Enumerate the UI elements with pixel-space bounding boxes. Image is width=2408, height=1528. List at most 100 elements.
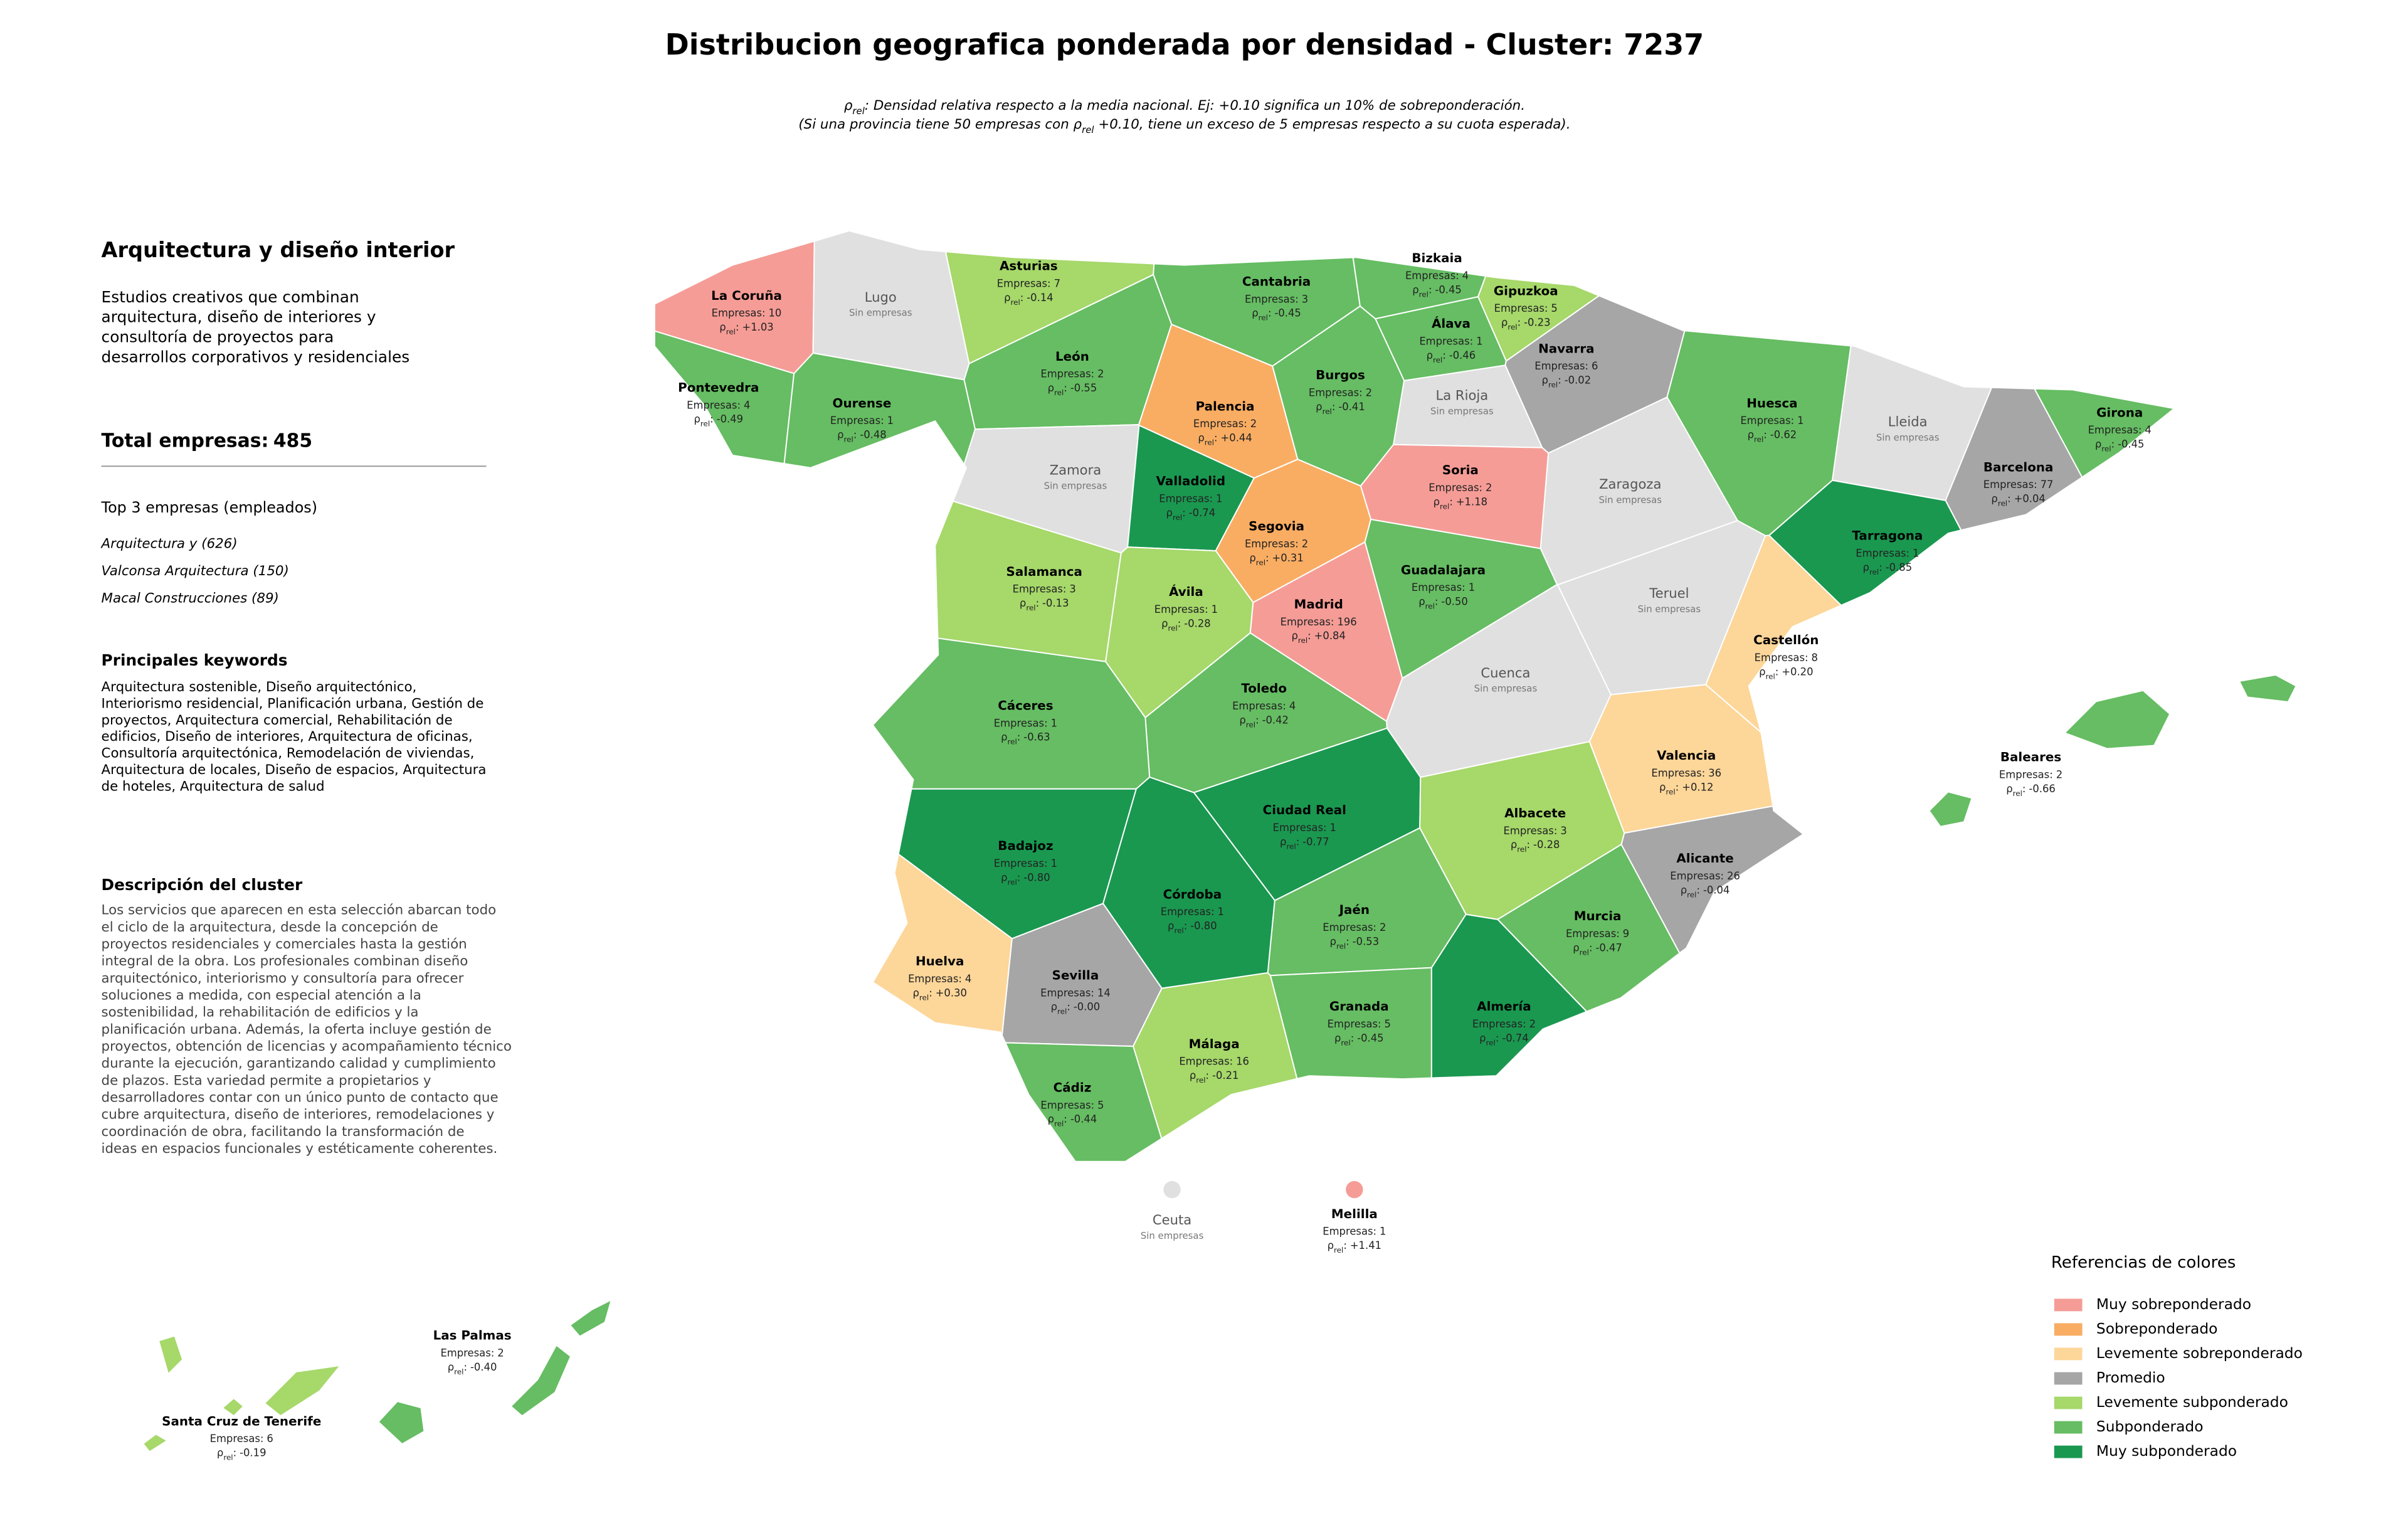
rho-symbol: ρ <box>448 1361 454 1372</box>
rho-symbol: ρ <box>1863 561 1869 573</box>
rho-suffix: : <box>1064 382 1067 394</box>
rho: ρrel: +1.03 <box>719 321 773 336</box>
rho-suffix: : <box>1182 506 1186 518</box>
empresas: Empresas: 1 <box>1323 1225 1386 1237</box>
city-dot <box>1346 1180 1363 1199</box>
island <box>2239 674 2296 703</box>
no-data-label: Sin empresas <box>1141 1230 1204 1241</box>
empresas: Empresas: 4 <box>2088 424 2152 436</box>
rho-value: -0.80 <box>1023 871 1050 883</box>
empresas-value: 10 <box>769 307 782 319</box>
empresas-value: 5 <box>1551 302 1557 314</box>
rho-symbol: ρ <box>1249 551 1255 563</box>
empresas-label: Empresas: <box>994 857 1048 869</box>
rho: ρrel: -0.41 <box>1316 400 1365 415</box>
empresas: Empresas: 3 <box>1245 293 1308 305</box>
rho-symbol: ρ <box>694 413 700 425</box>
rho: ρrel: -0.63 <box>1001 731 1050 746</box>
empresas-value: 3 <box>1069 583 1075 595</box>
empresas-value: 14 <box>1097 987 1111 999</box>
rho-value: -0.55 <box>1070 382 1097 394</box>
rho: ρrel: -0.53 <box>1330 935 1380 950</box>
empresas-label: Empresas: <box>908 972 962 984</box>
province-name: Segovia <box>1249 519 1304 534</box>
rho-value: -0.04 <box>1703 884 1729 896</box>
empresas-value: 4 <box>1289 700 1296 712</box>
empresas-label: Empresas: <box>1323 921 1376 933</box>
province-name: Toledo <box>1241 681 1287 696</box>
rho-suffix: : <box>929 987 932 999</box>
province-name: Burgos <box>1316 368 1365 383</box>
empresas-label: Empresas: <box>1566 927 1620 939</box>
total: Total empresas: 485 <box>102 430 313 452</box>
empresas: Empresas: 196 <box>1281 615 1357 627</box>
rho-subscript: rel <box>1334 1246 1343 1255</box>
island <box>378 1401 425 1445</box>
rho-value: -0.00 <box>1074 1000 1100 1012</box>
rho-symbol: ρ <box>1161 617 1168 629</box>
empresas-label: Empresas: <box>997 277 1051 289</box>
rho-value: -0.80 <box>1190 920 1217 931</box>
empresas: Empresas: 2 <box>1323 921 1386 933</box>
rho-suffix: : <box>463 1361 467 1372</box>
province-name: Cuenca <box>1481 665 1530 681</box>
empresas-value: 1 <box>1380 1225 1386 1237</box>
rho-symbol: ρ <box>837 428 843 440</box>
rho: ρrel: -0.48 <box>837 428 887 443</box>
province-name: Badajoz <box>998 839 1053 853</box>
rho: ρrel: -0.49 <box>694 413 743 428</box>
summary-line: Estudios creativos que combinan <box>102 288 359 306</box>
province-name: Gipuzkoa <box>1494 284 1558 298</box>
description-line: proyectos residenciales y comerciales ha… <box>102 936 467 952</box>
rho-subscript: rel <box>1998 499 2007 507</box>
rho-subscript: rel <box>1765 672 1775 681</box>
rho-value: -0.28 <box>1533 839 1560 851</box>
empresas-label: Empresas: <box>1013 583 1067 595</box>
empresas-label: Empresas: <box>1154 603 1208 615</box>
province-name: Baleares <box>2000 750 2061 765</box>
empresas-value: 2 <box>1529 1018 1536 1030</box>
description-line: cubre arquitectura, diseño de interiores… <box>102 1107 495 1123</box>
rho-suffix: : <box>1351 1032 1354 1044</box>
subtitle-part: +0.10, tiene un exceso de 5 empresas res… <box>1094 117 1571 132</box>
description-line: arquitectónico, interiorismo y consultor… <box>102 970 464 986</box>
rho-symbol: ρ <box>1020 597 1026 609</box>
rho-value: -0.49 <box>717 413 743 425</box>
empresas: Empresas: 5 <box>1328 1018 1391 1030</box>
empresas: Empresas: 5 <box>1494 302 1558 314</box>
rho-symbol: ρ <box>1659 781 1666 793</box>
empresas-label: Empresas: <box>1281 615 1334 627</box>
empresas: Empresas: 7 <box>997 277 1060 289</box>
subtitle-part: rel <box>1082 124 1094 135</box>
empresas-value: 2 <box>1250 418 1257 430</box>
empresas: Empresas: 1 <box>1161 906 1224 918</box>
rho-suffix: : <box>1020 291 1024 303</box>
province-name: Teruel <box>1649 585 1689 601</box>
rho: ρrel: +1.41 <box>1328 1239 1381 1255</box>
rho-suffix: : <box>1017 731 1021 743</box>
rho-value: -0.40 <box>470 1361 497 1372</box>
rho: ρrel: -0.74 <box>1479 1032 1529 1047</box>
rho: ρrel: -0.42 <box>1239 714 1289 729</box>
rho-symbol: ρ <box>1418 595 1425 607</box>
empresas-value: 1 <box>1212 603 1218 615</box>
rho: ρrel: -0.47 <box>1573 942 1622 957</box>
empresas-label: Empresas: <box>1040 368 1094 379</box>
rho-symbol: ρ <box>1759 666 1765 677</box>
empresas-value: 8 <box>1811 651 1817 663</box>
rho-symbol: ρ <box>1681 884 1687 896</box>
rho-suffix: : <box>1428 284 1432 295</box>
rho-value: -0.47 <box>1595 942 1622 953</box>
rho-symbol: ρ <box>2095 438 2101 450</box>
description-line: planificación urbana. Además, la oferta … <box>102 1022 492 1037</box>
rho-suffix: : <box>2007 492 2011 504</box>
description-line: sostenibilidad, la rehabilitación de edi… <box>102 1005 419 1021</box>
rho: ρrel: +0.20 <box>1759 666 1813 681</box>
empresas: Empresas: 16 <box>1179 1055 1249 1067</box>
description-line: proyectos, obtención de licencias y acom… <box>102 1039 512 1054</box>
empresas-label: Empresas: <box>1472 1018 1526 1030</box>
rho-subscript: rel <box>1517 845 1526 854</box>
province-name: Ciudad Real <box>1263 803 1346 817</box>
empresas-value: 2 <box>1302 538 1308 549</box>
rho-suffix: : <box>1518 316 1521 328</box>
